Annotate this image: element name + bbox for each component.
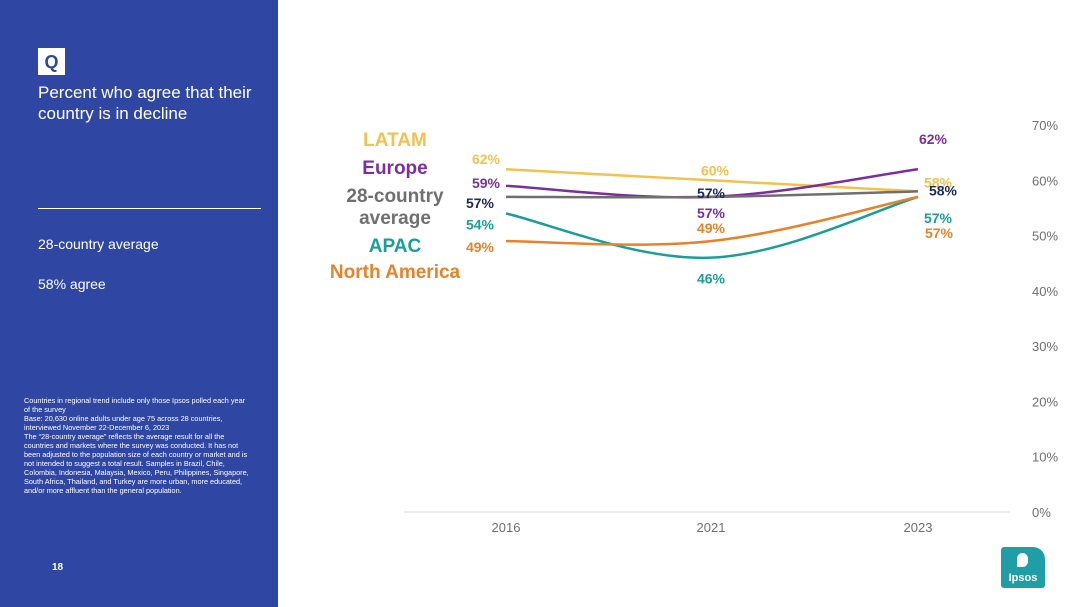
series-line-28-country-average	[505, 190, 919, 199]
data-label: 49%	[466, 239, 495, 255]
y-tick-label: 50%	[1032, 229, 1058, 244]
ipsos-logo: Ipsos	[1001, 547, 1045, 588]
legend-europe: Europe	[362, 158, 428, 179]
average-value: 58% agree	[38, 276, 106, 292]
legend-apac: APAC	[368, 236, 422, 257]
y-tick-label: 60%	[1032, 173, 1058, 188]
sidebar-panel: Q Percent who agree that their country i…	[0, 0, 278, 607]
y-tick-label: 70%	[1032, 118, 1058, 133]
data-label: 58%	[929, 182, 958, 198]
y-tick-label: 0%	[1032, 505, 1051, 520]
data-label: 60%	[701, 162, 730, 178]
footnote-line: Base: 20,630 online adults under age 75 …	[24, 414, 223, 432]
y-tick-label: 30%	[1032, 339, 1058, 354]
footnote-line: The “28-country average” reflects the av…	[24, 432, 249, 495]
data-label: 49%	[697, 220, 726, 236]
footnote: Countries in regional trend include only…	[24, 396, 249, 495]
data-label: 46%	[697, 271, 726, 287]
question-badge: Q	[38, 48, 65, 75]
legend-latam: LATAM	[363, 130, 427, 151]
data-label: 59%	[472, 175, 501, 191]
data-label: 57%	[697, 185, 726, 201]
sidebar-divider	[38, 208, 261, 209]
data-label: 54%	[466, 216, 495, 232]
legend-28-country-average: 28-country average	[346, 186, 444, 229]
data-label: 57%	[466, 195, 495, 211]
data-label: 62%	[472, 151, 501, 167]
x-tick-label: 2016	[492, 520, 521, 535]
data-label: 57%	[924, 210, 953, 226]
legend-north-america: North America	[329, 262, 461, 283]
series-line-apac	[505, 195, 919, 259]
logo-mark-icon	[1017, 553, 1028, 567]
y-tick-label: 40%	[1032, 284, 1058, 299]
footnote-line: Countries in regional trend include only…	[24, 396, 246, 414]
data-label: 57%	[697, 205, 726, 221]
data-label: 57%	[925, 225, 954, 241]
question-text: Percent who agree that their country is …	[38, 83, 252, 123]
data-label: 62%	[919, 131, 948, 147]
x-tick-label: 2021	[697, 520, 726, 535]
average-label: 28-country average	[38, 236, 159, 252]
series-line-north-america	[505, 195, 919, 246]
series-line-latam	[505, 167, 919, 193]
x-tick-label: 2023	[904, 520, 933, 535]
logo-text: Ipsos	[1008, 572, 1038, 584]
page-number: 18	[52, 562, 64, 573]
y-tick-label: 20%	[1032, 394, 1058, 409]
data-label: 58%	[924, 174, 953, 190]
y-tick-label: 10%	[1032, 450, 1058, 465]
